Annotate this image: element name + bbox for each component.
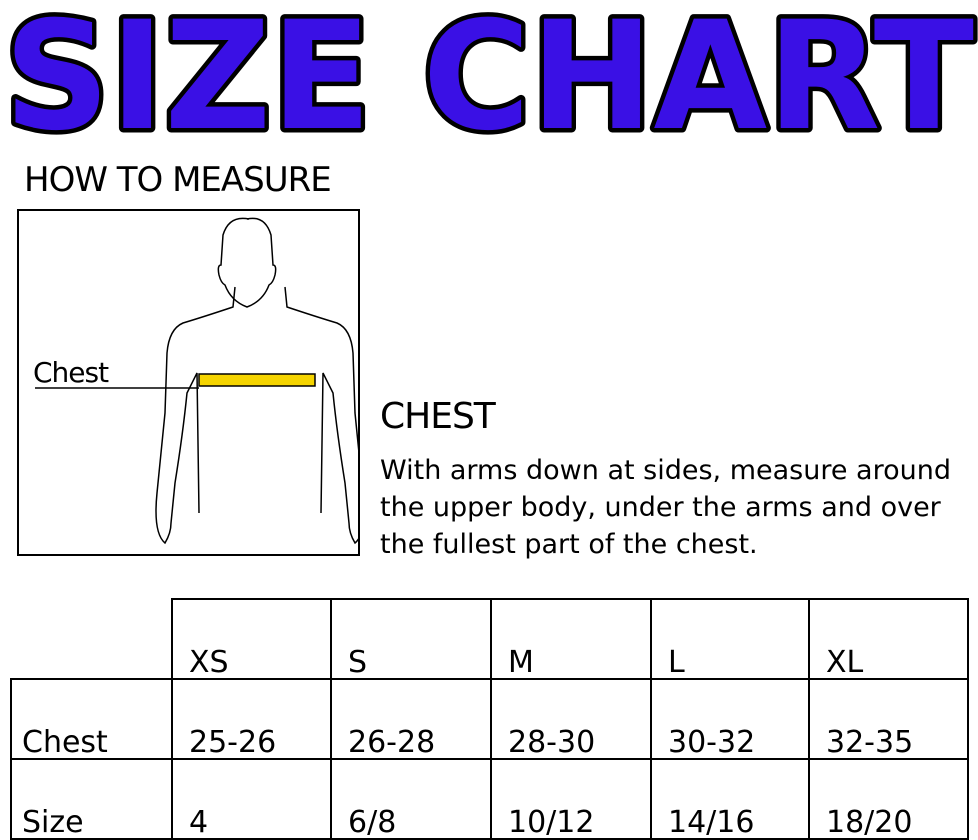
table-cell: 30-32 xyxy=(650,678,810,760)
row-label-chest: Chest xyxy=(10,678,173,760)
cell-value: 30-32 xyxy=(668,725,756,760)
header-label: M xyxy=(508,645,534,680)
header-cell-s: S xyxy=(330,598,492,680)
cell-value: 10/12 xyxy=(508,805,595,840)
header-label: XL xyxy=(826,645,864,680)
table-cell: 25-26 xyxy=(171,678,332,760)
row-label: Chest xyxy=(22,725,108,760)
table-cell: 26-28 xyxy=(330,678,492,760)
size-chart-title: SIZE CHART xyxy=(0,0,978,150)
table-cell: 32-35 xyxy=(808,678,969,760)
header-cell-xl: XL xyxy=(808,598,969,680)
cell-value: 28-30 xyxy=(508,725,596,760)
table-cell: 6/8 xyxy=(330,758,492,840)
cell-value: 26-28 xyxy=(348,725,436,760)
cell-value: 25-26 xyxy=(189,725,277,760)
header-cell-m: M xyxy=(490,598,652,680)
header-cell-l: L xyxy=(650,598,810,680)
cell-value: 6/8 xyxy=(348,805,397,840)
how-to-measure-heading: HOW TO MEASURE xyxy=(24,160,332,200)
header-label: L xyxy=(668,645,685,680)
title-text: SIZE CHART xyxy=(4,0,974,150)
chest-heading: CHEST xyxy=(380,396,496,437)
table-cell: 4 xyxy=(171,758,332,840)
cell-value: 18/20 xyxy=(826,805,913,840)
measure-figure: Chest xyxy=(17,209,365,556)
chest-description: With arms down at sides, measure around … xyxy=(380,455,951,560)
cell-value: 32-35 xyxy=(826,725,914,760)
table-cell: 10/12 xyxy=(490,758,652,840)
chest-figure-label: Chest xyxy=(33,356,109,389)
cell-value: 14/16 xyxy=(668,805,755,840)
row-label: Size xyxy=(22,805,84,840)
table-cell: 14/16 xyxy=(650,758,810,840)
header-label: XS xyxy=(189,645,229,680)
cell-value: 4 xyxy=(189,805,209,840)
table-cell: 18/20 xyxy=(808,758,969,840)
table-cell: 28-30 xyxy=(490,678,652,760)
row-label-size: Size xyxy=(10,758,173,840)
header-label: S xyxy=(348,645,368,680)
header-cell-xs: XS xyxy=(171,598,332,680)
